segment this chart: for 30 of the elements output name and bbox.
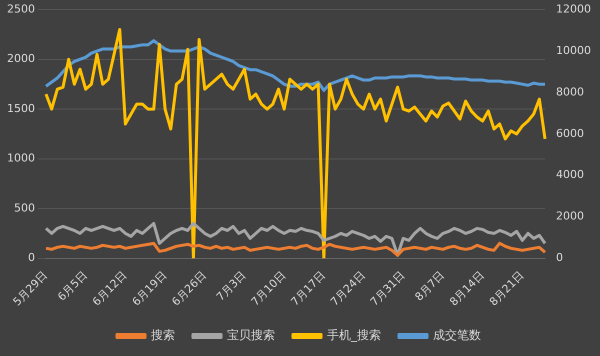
x-tick-label: 6月26日	[169, 268, 209, 308]
y2-tick-label: 6000	[556, 126, 584, 140]
y2-tick-label: 4000	[556, 168, 584, 182]
y2-tick-label: 12000	[556, 2, 592, 16]
x-tick-label: 6月19日	[130, 268, 170, 308]
x-tick-label: 8月21日	[486, 268, 526, 308]
y-tick-label: 500	[14, 201, 35, 214]
x-tick-label: 8月14日	[447, 268, 487, 308]
y-tick-label: 2000	[6, 52, 35, 66]
legend-label: 搜索	[151, 328, 175, 342]
y-tick-label: 2500	[6, 2, 35, 16]
x-tick-label: 7月24日	[328, 268, 368, 308]
y-tick-label: 0	[28, 251, 35, 264]
y2-tick-label: 0	[556, 251, 564, 264]
y-tick-label: 1000	[6, 152, 35, 165]
y2-tick-label: 8000	[556, 85, 584, 98]
x-tick-label: 7月17日	[288, 268, 328, 308]
y-tick-label: 1500	[6, 102, 35, 115]
x-tick-label: 6月12日	[90, 268, 130, 308]
legend-label: 成交笔数	[433, 328, 481, 342]
y2-tick-label: 2000	[556, 210, 584, 223]
legend-label: 宝贝搜索	[227, 328, 275, 342]
legend-label: 手机_搜索	[327, 328, 381, 342]
x-tick-label: 7月10日	[248, 268, 288, 308]
x-tick-label: 7月31日	[368, 268, 408, 308]
x-tick-label: 6月5日	[55, 268, 90, 304]
y2-tick-label: 10000	[556, 44, 592, 57]
x-tick-label: 7月3日	[214, 268, 249, 304]
x-tick-label: 8月7日	[412, 268, 448, 304]
x-tick-label: 5月29日	[10, 268, 50, 308]
